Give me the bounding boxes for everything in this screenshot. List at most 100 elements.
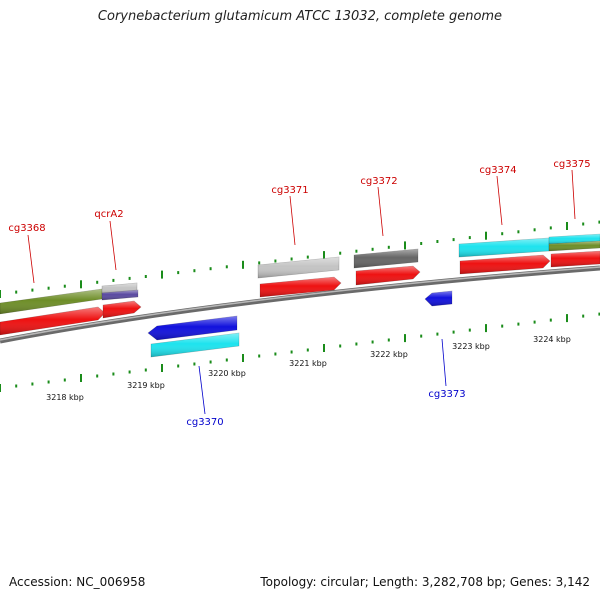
reverse-scale-tick — [242, 354, 244, 362]
forward-scale-tick — [582, 222, 585, 226]
reverse-scale-tick — [209, 360, 212, 364]
gene-bar-cg3372-gray-shine — [354, 249, 418, 268]
forward-scale-tick — [63, 284, 66, 288]
forward-scale-tick — [225, 265, 228, 269]
reverse-scale-tick — [112, 372, 115, 376]
gene-label-cg3374[interactable]: cg3374 — [479, 165, 516, 176]
leader-qcrA2 — [109, 220, 117, 271]
scale-label-3222: 3222 kbp — [370, 350, 408, 359]
genome-backbone — [0, 265, 600, 344]
gene-label-cg3370[interactable]: cg3370 — [186, 417, 223, 428]
reverse-scale-tick — [436, 332, 439, 336]
gene-bar-qcrA2-purple-shine — [102, 290, 138, 300]
gene-bar-cg3375-cyan-shine — [549, 234, 600, 244]
gene-label-cg3368[interactable]: cg3368 — [8, 223, 45, 234]
forward-scale-tick — [436, 240, 439, 243]
gene-bar-cg3371-gray-shine — [258, 257, 339, 278]
cds-arrow-cg3371-shine — [260, 277, 341, 297]
forward-scale-tick — [128, 276, 131, 280]
reverse-scale-tick — [485, 324, 487, 333]
gene-bar-cg3370-cyan-shine — [151, 333, 239, 357]
forward-scale-tick — [144, 275, 147, 278]
reverse-scale-tick — [452, 330, 455, 334]
cds-arrow-cg3373-shine — [425, 291, 452, 306]
reverse-scale-tick — [128, 370, 131, 374]
leader-cg3373 — [441, 338, 447, 387]
reverse-scale-tick — [387, 338, 390, 342]
gene-label-qcrA2[interactable]: qcrA2 — [94, 209, 123, 220]
scale-label-3219: 3219 kbp — [127, 381, 165, 390]
leader-cg3375 — [571, 169, 576, 220]
reverse-scale-tick — [290, 350, 293, 354]
forward-scale-tick — [306, 255, 309, 259]
leader-cg3368 — [27, 234, 35, 284]
forward-scale-tick — [258, 261, 261, 265]
forward-scale-tick — [323, 251, 325, 260]
reverse-scale-tick — [193, 362, 196, 366]
forward-scale-tick — [161, 270, 163, 279]
forward-scale-tick — [31, 288, 34, 292]
forward-scale-tick — [290, 257, 293, 261]
forward-scale-tick — [96, 280, 99, 284]
gene-label-cg3372[interactable]: cg3372 — [360, 176, 397, 187]
forward-scale-tick — [15, 290, 18, 294]
reverse-scale-tick — [371, 340, 374, 344]
forward-scale-tick — [177, 271, 180, 275]
leader-cg3372 — [377, 186, 384, 237]
leader-cg3370 — [198, 365, 206, 415]
scale-label-3220: 3220 kbp — [208, 369, 246, 378]
reverse-scale-tick — [306, 348, 309, 352]
leader-cg3371 — [289, 195, 296, 246]
cds-arrow-cg3374-shine — [460, 255, 550, 274]
forward-scale-tick — [485, 231, 487, 240]
reverse-scale-tick — [274, 352, 277, 356]
reverse-scale-tick — [355, 342, 358, 346]
reverse-scale-tick — [549, 318, 552, 322]
forward-scale-tick — [387, 245, 390, 249]
scale-label-3224: 3224 kbp — [533, 335, 571, 344]
forward-scale-tick — [501, 232, 504, 236]
forward-scale-tick — [420, 242, 423, 245]
accession-text: Accession: NC_006958 — [9, 575, 146, 589]
reverse-scale-tick — [566, 314, 568, 323]
forward-scale-tick — [549, 226, 552, 230]
reverse-scale-tick — [96, 374, 99, 378]
forward-scale-tick — [598, 220, 600, 224]
forward-scale-tick — [517, 230, 520, 234]
scale-label-3223: 3223 kbp — [452, 342, 490, 351]
reverse-scale-tick — [339, 344, 342, 348]
gene-bar-cg3374-cyan-shine — [459, 238, 549, 257]
reverse-scale-tick — [80, 374, 82, 382]
reverse-scale-tick — [501, 324, 504, 328]
scale-label-3221: 3221 kbp — [289, 359, 327, 368]
reverse-scale-tick — [161, 364, 163, 372]
reverse-scale-tick — [31, 382, 34, 386]
reverse-scale-tick — [144, 368, 147, 372]
reverse-scale-tick — [404, 334, 406, 343]
cds-arrow-cg3368-shine — [0, 307, 105, 335]
reverse-scale-tick — [598, 312, 600, 316]
reverse-scale-tick — [582, 314, 585, 318]
forward-scale-tick — [468, 236, 471, 240]
label-leaders — [27, 169, 576, 415]
leader-cg3374 — [496, 175, 503, 226]
gene-bar-cg3375-olive-shine — [549, 241, 600, 251]
forward-scale-tick — [452, 238, 455, 242]
forward-scale-tick — [533, 228, 536, 232]
cds-arrow-cg3372-shine — [356, 266, 420, 285]
gene-label-cg3375[interactable]: cg3375 — [553, 159, 590, 170]
cds-arrow-cg3375-shine — [551, 251, 600, 267]
reverse-scale-tick — [258, 354, 261, 358]
tick-marks — [0, 220, 600, 392]
gene-label-cg3371[interactable]: cg3371 — [271, 185, 308, 196]
gene-label-cg3373[interactable]: cg3373 — [428, 389, 465, 400]
forward-scale-tick — [112, 278, 115, 282]
map-title: Corynebacterium glutamicum ATCC 13032, c… — [97, 9, 503, 24]
genome-summary-text: Topology: circular; Length: 3,282,708 bp… — [260, 575, 590, 589]
reverse-scale-tick — [15, 384, 18, 388]
cds-arrow-qcrA2-shine — [103, 301, 141, 318]
forward-scale-tick — [371, 247, 374, 251]
reverse-scale-tick — [225, 358, 228, 362]
forward-scale-tick — [274, 259, 277, 263]
